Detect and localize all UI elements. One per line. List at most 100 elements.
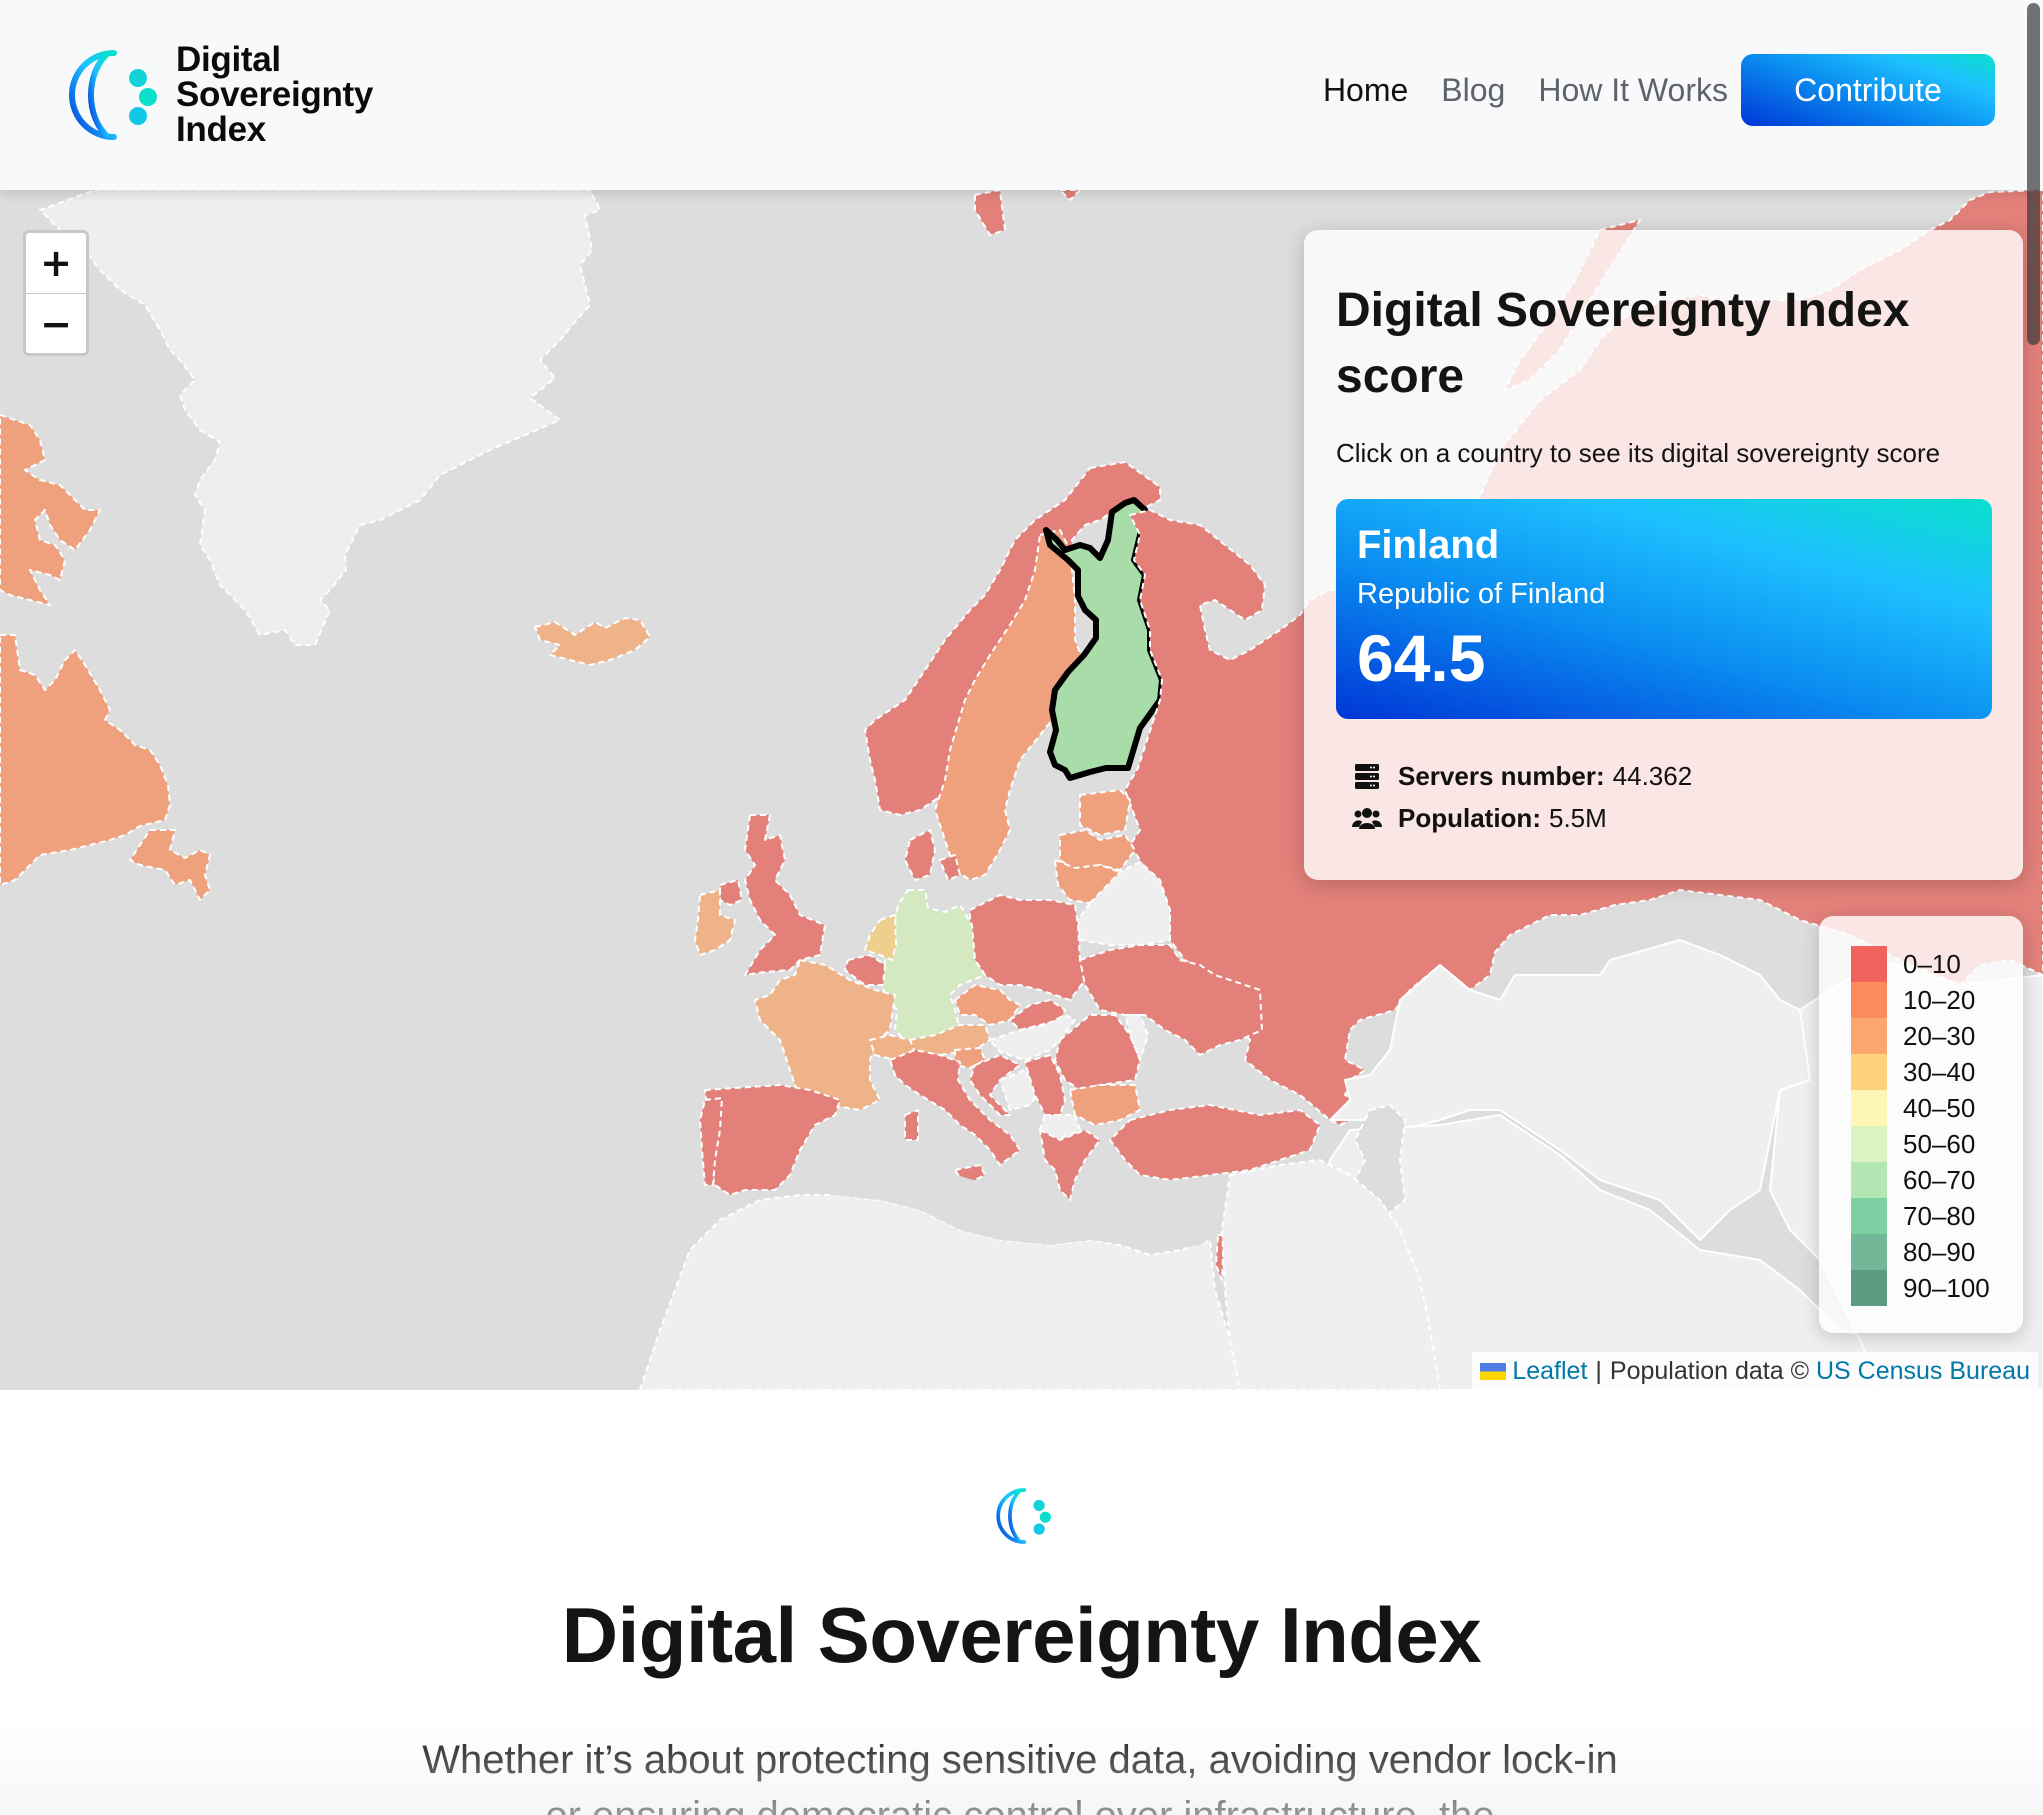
country-name: Finland xyxy=(1357,523,1500,567)
legend-label: 50–60 xyxy=(1903,1128,1976,1159)
page-title: Digital Sovereignty Index xyxy=(561,1591,1482,1679)
country-northern-ireland xyxy=(719,879,743,906)
score-legend: 0–10 10–20 20–30 30–40 40–50 50–60 60–70… xyxy=(1819,916,2023,1333)
server-icon xyxy=(1355,764,1379,789)
site-header: Digital Sovereignty Index Home Blog How … xyxy=(0,0,2043,190)
country-estonia xyxy=(1079,789,1131,836)
legend-item: 40–50 xyxy=(1851,1090,2023,1126)
map-attribution: Leaflet | Population data © US Census Bu… xyxy=(1472,1352,2038,1390)
country-ireland xyxy=(694,889,736,956)
zoom-out-button[interactable]: − xyxy=(26,293,86,353)
legend-swatch xyxy=(1851,1126,1887,1162)
nav-how-it-works[interactable]: How It Works xyxy=(1538,72,1728,108)
legend-item: 20–30 xyxy=(1851,1018,2023,1054)
legend-item: 10–20 xyxy=(1851,982,2023,1018)
stat-servers-label: Servers number: xyxy=(1398,760,1605,791)
legend-swatch xyxy=(1851,1090,1887,1126)
legend-label: 70–80 xyxy=(1903,1200,1976,1231)
nav-home[interactable]: Home xyxy=(1322,72,1409,108)
legend-swatch xyxy=(1851,1198,1887,1234)
legend-item: 60–70 xyxy=(1851,1162,2023,1198)
country-official-name: Republic of Finland xyxy=(1357,578,1606,610)
country-finland[interactable] xyxy=(1043,497,1165,781)
legend-label: 0–10 xyxy=(1903,948,1961,979)
legend-item: 50–60 xyxy=(1851,1126,2023,1162)
country-germany xyxy=(879,889,986,1047)
country-uk xyxy=(744,814,826,976)
brand-line-1: Digital xyxy=(176,40,281,79)
page-scrollbar[interactable] xyxy=(2027,3,2040,345)
country-kazakhstan xyxy=(1329,939,1811,1241)
country-denmark xyxy=(904,829,936,881)
country-belgium xyxy=(844,954,886,986)
census-bureau-link[interactable]: US Census Bureau xyxy=(1815,1356,2030,1385)
legend-label: 20–30 xyxy=(1903,1020,1976,1051)
attribution-text: Population data © xyxy=(1609,1356,1810,1385)
intro-paragraph: Whether it’s about protecting sensitive … xyxy=(422,1738,1618,1815)
legend-swatch xyxy=(1851,1018,1887,1054)
country-croatia xyxy=(969,1054,1021,1116)
legend-label: 30–40 xyxy=(1903,1056,1976,1087)
country-spain xyxy=(704,1084,841,1196)
country-turkey xyxy=(1109,1104,1321,1181)
legend-swatch xyxy=(1851,982,1887,1018)
country-bulgaria xyxy=(1069,1084,1141,1126)
country-serbia xyxy=(1024,1054,1066,1116)
country-stats: Servers number: 44.362 Population: 5.5M xyxy=(1336,755,1991,839)
nav-blog[interactable]: Blog xyxy=(1441,72,1506,108)
stat-servers: Servers number: 44.362 xyxy=(1352,755,1991,797)
country-portugal xyxy=(699,1097,723,1186)
country-netherlands xyxy=(864,914,897,961)
globe-network-icon xyxy=(995,1488,1051,1544)
country-svalbard xyxy=(974,190,1006,236)
ukraine-flag-icon xyxy=(1480,1362,1507,1380)
brand-line-2: Sovereignty xyxy=(176,75,374,114)
legend-item: 0–10 xyxy=(1851,946,2023,982)
region-middle-east xyxy=(1221,1159,1441,1390)
country-poland xyxy=(969,894,1086,1001)
legend-swatch xyxy=(1851,946,1887,982)
country-greenland xyxy=(39,190,601,646)
intro-section: Digital Sovereignty Index Whether it’s a… xyxy=(0,1390,2043,1815)
legend-swatch xyxy=(1851,1054,1887,1090)
country-czechia xyxy=(954,984,1021,1026)
legend-label: 40–50 xyxy=(1903,1092,1976,1123)
leaflet-link[interactable]: Leaflet xyxy=(1512,1356,1588,1385)
contribute-button[interactable]: Contribute xyxy=(1741,54,1995,126)
legend-label: 90–100 xyxy=(1903,1272,1990,1303)
country-belarus xyxy=(1077,861,1171,946)
attribution-separator: | xyxy=(1595,1356,1602,1385)
country-sweden xyxy=(934,529,1086,881)
legend-label: 60–70 xyxy=(1903,1164,1976,1195)
info-panel-subtitle: Click on a country to see its digital so… xyxy=(1336,438,1941,468)
country-italy xyxy=(889,1049,1021,1166)
brand-line-3: Index xyxy=(176,110,266,149)
legend-item: 80–90 xyxy=(1851,1234,2023,1270)
zoom-in-button[interactable]: + xyxy=(26,233,86,293)
choropleth-map[interactable]: + − Digital Sovereignty Index score Clic… xyxy=(0,190,2043,1390)
country-canada-east xyxy=(0,634,171,886)
zoom-control: + − xyxy=(23,230,89,356)
country-svalbard-2 xyxy=(1059,190,1081,201)
stat-population-label: Population: xyxy=(1398,802,1541,833)
legend-swatch xyxy=(1851,1234,1887,1270)
country-romania xyxy=(1054,1014,1141,1091)
legend-label: 80–90 xyxy=(1903,1236,1976,1267)
country-canada-north xyxy=(0,414,101,606)
country-sardinia xyxy=(904,1109,919,1141)
country-north-macedonia xyxy=(1039,1114,1081,1141)
stat-population-value: 5.5M xyxy=(1548,802,1607,833)
country-latvia xyxy=(1059,829,1136,871)
country-moldova xyxy=(1124,1014,1149,1061)
country-score: 64.5 xyxy=(1357,621,1486,695)
country-iceland xyxy=(534,617,651,666)
main-nav: Home Blog How It Works xyxy=(1323,72,1728,109)
brand-name: Digital Sovereignty Index xyxy=(176,42,373,147)
legend-item: 90–100 xyxy=(1851,1270,2023,1306)
score-info-panel: Digital Sovereignty Index score Click on… xyxy=(1304,230,2023,880)
globe-network-icon xyxy=(67,49,157,140)
country-hungary xyxy=(989,1014,1076,1061)
brand-home-link[interactable]: Digital Sovereignty Index xyxy=(62,42,373,147)
country-denmark-island xyxy=(939,854,961,881)
legend-item: 30–40 xyxy=(1851,1054,2023,1090)
